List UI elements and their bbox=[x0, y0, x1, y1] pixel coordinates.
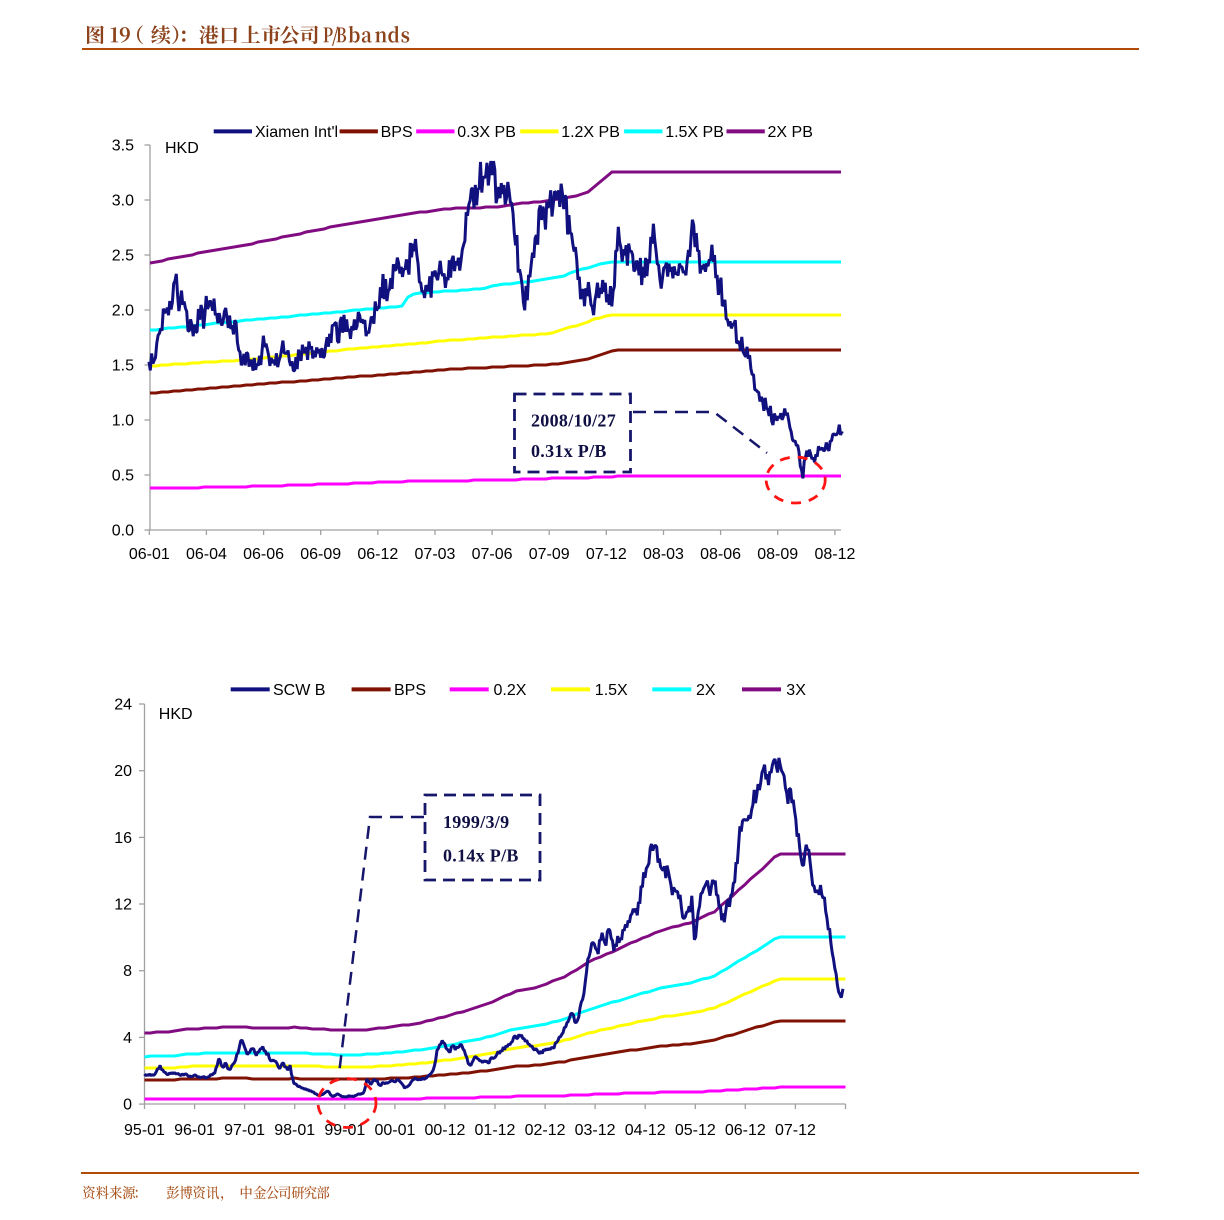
svg-text:97-01: 97-01 bbox=[224, 1122, 265, 1139]
svg-text:02-12: 02-12 bbox=[525, 1122, 566, 1139]
svg-text:0.31x P/B: 0.31x P/B bbox=[531, 441, 607, 461]
svg-text:07-03: 07-03 bbox=[415, 546, 456, 563]
svg-text:06-06: 06-06 bbox=[243, 546, 284, 563]
svg-text:06-12: 06-12 bbox=[725, 1122, 766, 1139]
svg-text:2X PB: 2X PB bbox=[768, 124, 813, 141]
svg-text:1.2X PB: 1.2X PB bbox=[561, 124, 620, 141]
svg-text:95-01: 95-01 bbox=[124, 1122, 165, 1139]
svg-text:0.0: 0.0 bbox=[112, 523, 134, 540]
svg-text:07-12: 07-12 bbox=[586, 546, 627, 563]
svg-text:05-12: 05-12 bbox=[675, 1122, 716, 1139]
svg-text:BPS: BPS bbox=[394, 682, 426, 699]
svg-text:Xiamen Int'l: Xiamen Int'l bbox=[255, 124, 338, 141]
svg-text:4: 4 bbox=[123, 1030, 132, 1047]
svg-text:2008/10/27: 2008/10/27 bbox=[531, 411, 616, 431]
svg-text:2X: 2X bbox=[696, 682, 716, 699]
svg-text:1.0: 1.0 bbox=[112, 413, 134, 430]
svg-text:07-12: 07-12 bbox=[775, 1122, 816, 1139]
svg-text:1.5X PB: 1.5X PB bbox=[665, 124, 724, 141]
svg-text:98-01: 98-01 bbox=[274, 1122, 315, 1139]
svg-text:1999/3/9: 1999/3/9 bbox=[443, 812, 509, 832]
svg-text:08-12: 08-12 bbox=[814, 546, 855, 563]
svg-text:08-03: 08-03 bbox=[643, 546, 684, 563]
svg-text:01-12: 01-12 bbox=[475, 1122, 516, 1139]
svg-text:08-06: 08-06 bbox=[700, 546, 741, 563]
svg-text:06-01: 06-01 bbox=[129, 546, 170, 563]
svg-text:0.14x P/B: 0.14x P/B bbox=[443, 846, 519, 866]
svg-text:08-09: 08-09 bbox=[757, 546, 798, 563]
svg-text:00-12: 00-12 bbox=[424, 1122, 465, 1139]
svg-text:2.5: 2.5 bbox=[112, 248, 134, 265]
svg-text:20: 20 bbox=[114, 763, 132, 780]
svg-text:3.0: 3.0 bbox=[112, 193, 134, 210]
svg-text:24: 24 bbox=[114, 697, 132, 714]
svg-text:8: 8 bbox=[123, 963, 132, 980]
svg-text:SCW B: SCW B bbox=[273, 682, 325, 699]
svg-text:00-01: 00-01 bbox=[374, 1122, 415, 1139]
svg-text:0.2X: 0.2X bbox=[494, 682, 527, 699]
svg-text:1.5: 1.5 bbox=[112, 358, 134, 375]
svg-text:2.0: 2.0 bbox=[112, 303, 134, 320]
svg-text:BPS: BPS bbox=[381, 124, 413, 141]
svg-text:06-09: 06-09 bbox=[300, 546, 341, 563]
svg-text:0: 0 bbox=[123, 1097, 132, 1114]
svg-text:06-12: 06-12 bbox=[357, 546, 398, 563]
svg-text:12: 12 bbox=[114, 897, 132, 914]
svg-text:07-09: 07-09 bbox=[529, 546, 570, 563]
svg-text:0.3X PB: 0.3X PB bbox=[457, 124, 516, 141]
svg-text:3.5: 3.5 bbox=[112, 138, 134, 155]
svg-text:HKD: HKD bbox=[165, 140, 199, 157]
svg-text:HKD: HKD bbox=[159, 706, 193, 723]
svg-text:1.5X: 1.5X bbox=[595, 682, 628, 699]
svg-text:0.5: 0.5 bbox=[112, 468, 134, 485]
svg-text:07-06: 07-06 bbox=[472, 546, 513, 563]
svg-text:03-12: 03-12 bbox=[575, 1122, 616, 1139]
svg-text:06-04: 06-04 bbox=[186, 546, 227, 563]
svg-text:16: 16 bbox=[114, 830, 132, 847]
svg-text:04-12: 04-12 bbox=[625, 1122, 666, 1139]
svg-text:96-01: 96-01 bbox=[174, 1122, 215, 1139]
svg-text:3X: 3X bbox=[786, 682, 806, 699]
